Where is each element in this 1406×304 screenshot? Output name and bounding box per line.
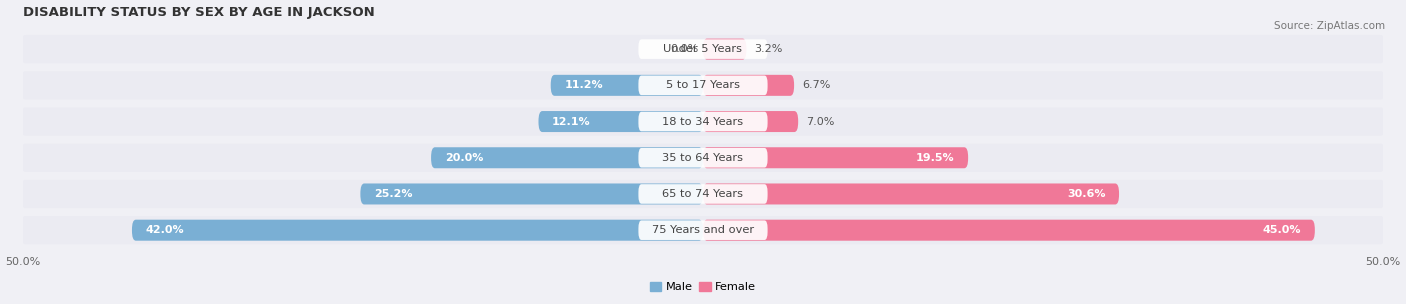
Text: 5 to 17 Years: 5 to 17 Years [666,80,740,90]
FancyBboxPatch shape [703,75,794,96]
FancyBboxPatch shape [21,71,1385,99]
Text: 0.0%: 0.0% [671,44,699,54]
FancyBboxPatch shape [638,220,768,240]
Text: 35 to 64 Years: 35 to 64 Years [662,153,744,163]
Text: Source: ZipAtlas.com: Source: ZipAtlas.com [1274,21,1385,31]
Text: 12.1%: 12.1% [553,116,591,126]
FancyBboxPatch shape [638,184,768,204]
Text: 18 to 34 Years: 18 to 34 Years [662,116,744,126]
FancyBboxPatch shape [360,184,703,205]
Text: 7.0%: 7.0% [806,116,835,126]
FancyBboxPatch shape [703,147,969,168]
FancyBboxPatch shape [132,220,703,241]
Text: 19.5%: 19.5% [915,153,955,163]
FancyBboxPatch shape [21,143,1385,172]
Text: 6.7%: 6.7% [803,80,831,90]
FancyBboxPatch shape [638,148,768,168]
Text: 42.0%: 42.0% [146,225,184,235]
FancyBboxPatch shape [538,111,703,132]
Text: 25.2%: 25.2% [374,189,412,199]
Text: 11.2%: 11.2% [564,80,603,90]
Text: Under 5 Years: Under 5 Years [664,44,742,54]
FancyBboxPatch shape [432,147,703,168]
Text: 3.2%: 3.2% [755,44,783,54]
FancyBboxPatch shape [638,39,768,59]
FancyBboxPatch shape [21,216,1385,244]
Text: 65 to 74 Years: 65 to 74 Years [662,189,744,199]
Text: 20.0%: 20.0% [444,153,484,163]
FancyBboxPatch shape [703,220,1315,241]
Text: 75 Years and over: 75 Years and over [652,225,754,235]
FancyBboxPatch shape [551,75,703,96]
FancyBboxPatch shape [638,112,768,131]
FancyBboxPatch shape [703,39,747,60]
FancyBboxPatch shape [21,107,1385,136]
Legend: Male, Female: Male, Female [645,277,761,297]
FancyBboxPatch shape [21,35,1385,63]
FancyBboxPatch shape [638,76,768,95]
Text: 30.6%: 30.6% [1067,189,1105,199]
FancyBboxPatch shape [703,111,799,132]
FancyBboxPatch shape [21,180,1385,208]
Text: 45.0%: 45.0% [1263,225,1301,235]
Text: DISABILITY STATUS BY SEX BY AGE IN JACKSON: DISABILITY STATUS BY SEX BY AGE IN JACKS… [22,5,375,19]
FancyBboxPatch shape [703,184,1119,205]
